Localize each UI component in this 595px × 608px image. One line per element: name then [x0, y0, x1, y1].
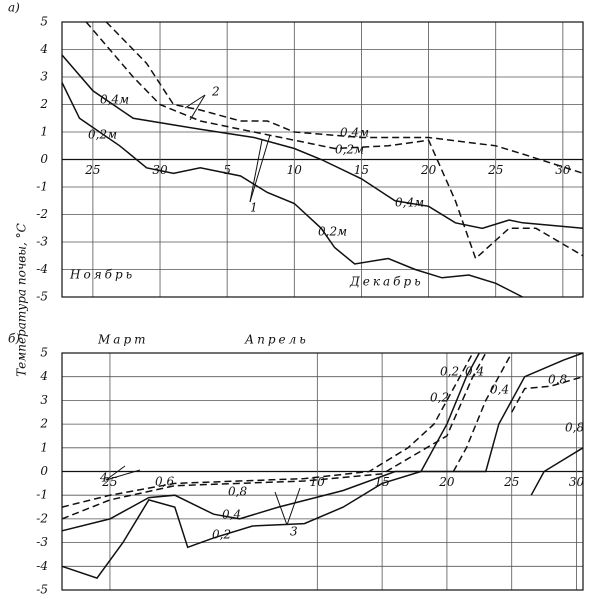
annotation: 0,2 — [440, 365, 459, 379]
annotation: 0,2м — [318, 225, 347, 239]
annotation: Апрель — [244, 333, 309, 347]
y-tick-label: 3 — [40, 393, 48, 407]
leader-line — [274, 491, 288, 526]
y-tick-label: 4 — [39, 42, 48, 56]
x-tick-label: 25 — [503, 475, 519, 489]
panel-label: а) — [8, 1, 20, 15]
annotation: 0,4 — [222, 508, 241, 522]
y-tick-label: -5 — [36, 583, 48, 597]
y-tick-label: -5 — [36, 290, 48, 304]
temperature-line — [530, 447, 584, 496]
annotation: 0,2м — [88, 128, 117, 142]
y-tick-label: 4 — [39, 369, 48, 383]
x-tick-label: 25 — [487, 163, 503, 177]
temperature-line — [61, 352, 487, 520]
y-tick-label: -4 — [36, 559, 48, 573]
temperature-line — [61, 352, 584, 532]
annotation: 0,8 — [548, 373, 567, 387]
y-tick-label: 5 — [40, 15, 48, 29]
y-axis-label: Температура почвы, °C — [15, 223, 29, 377]
leader-line — [286, 487, 301, 526]
y-tick-label: -3 — [36, 535, 48, 549]
plot-frame — [61, 352, 584, 591]
annotation: 0,4м — [100, 93, 129, 107]
temperature-line — [61, 54, 584, 230]
y-tick-label: 5 — [40, 346, 48, 360]
y-tick-label: 1 — [40, 440, 48, 454]
leader-line — [105, 469, 141, 481]
annotation: 3 — [290, 525, 298, 539]
y-tick-label: 2 — [39, 417, 48, 431]
leader-line — [105, 465, 126, 481]
leader-line — [184, 94, 206, 109]
annotation: 0,8 — [228, 485, 247, 499]
leader-line — [189, 94, 206, 121]
temperature-line — [511, 375, 584, 413]
annotation: 0,4 — [465, 365, 484, 379]
annotation: 0,4м — [395, 196, 424, 210]
y-tick-label: 3 — [40, 70, 48, 84]
y-tick-label: -1 — [36, 488, 48, 502]
leader-line — [249, 139, 263, 203]
annotation: 4 — [99, 471, 108, 485]
y-tick-label: -2 — [36, 511, 48, 525]
y-tick-label: -3 — [36, 235, 48, 249]
y-tick-label: -1 — [36, 180, 48, 194]
panel-label: б) — [8, 332, 20, 346]
temperature-line — [85, 21, 584, 260]
annotation: 1 — [250, 201, 258, 215]
plot-frame — [61, 21, 584, 298]
y-tick-label: 0 — [40, 464, 48, 478]
temperature-line — [61, 352, 474, 508]
y-tick-label: -2 — [36, 207, 48, 221]
annotation: Март — [97, 333, 149, 347]
annotation: 0,8 — [565, 421, 584, 435]
annotation: 0,4 — [490, 383, 509, 397]
annotation: 0,4м — [340, 126, 369, 140]
temperature-line — [61, 352, 480, 579]
y-tick-label: 0 — [40, 152, 48, 166]
leader-line — [249, 134, 271, 203]
y-tick-label: 1 — [40, 125, 48, 139]
annotation: 0,6 — [155, 475, 174, 489]
temperature-line — [452, 352, 513, 472]
annotation: Декабрь — [349, 275, 424, 289]
annotation: Ноябрь — [69, 268, 135, 282]
x-tick-label: 25 — [101, 475, 117, 489]
annotation: 0,2м — [335, 143, 364, 157]
x-tick-label: 25 — [84, 163, 100, 177]
annotation: 2 — [211, 85, 220, 99]
annotation: 0,2 — [212, 528, 231, 542]
temperature-line — [61, 82, 523, 298]
annotation: 0,2 — [430, 391, 449, 405]
y-tick-label: -4 — [36, 262, 48, 276]
y-tick-label: 2 — [39, 97, 48, 111]
